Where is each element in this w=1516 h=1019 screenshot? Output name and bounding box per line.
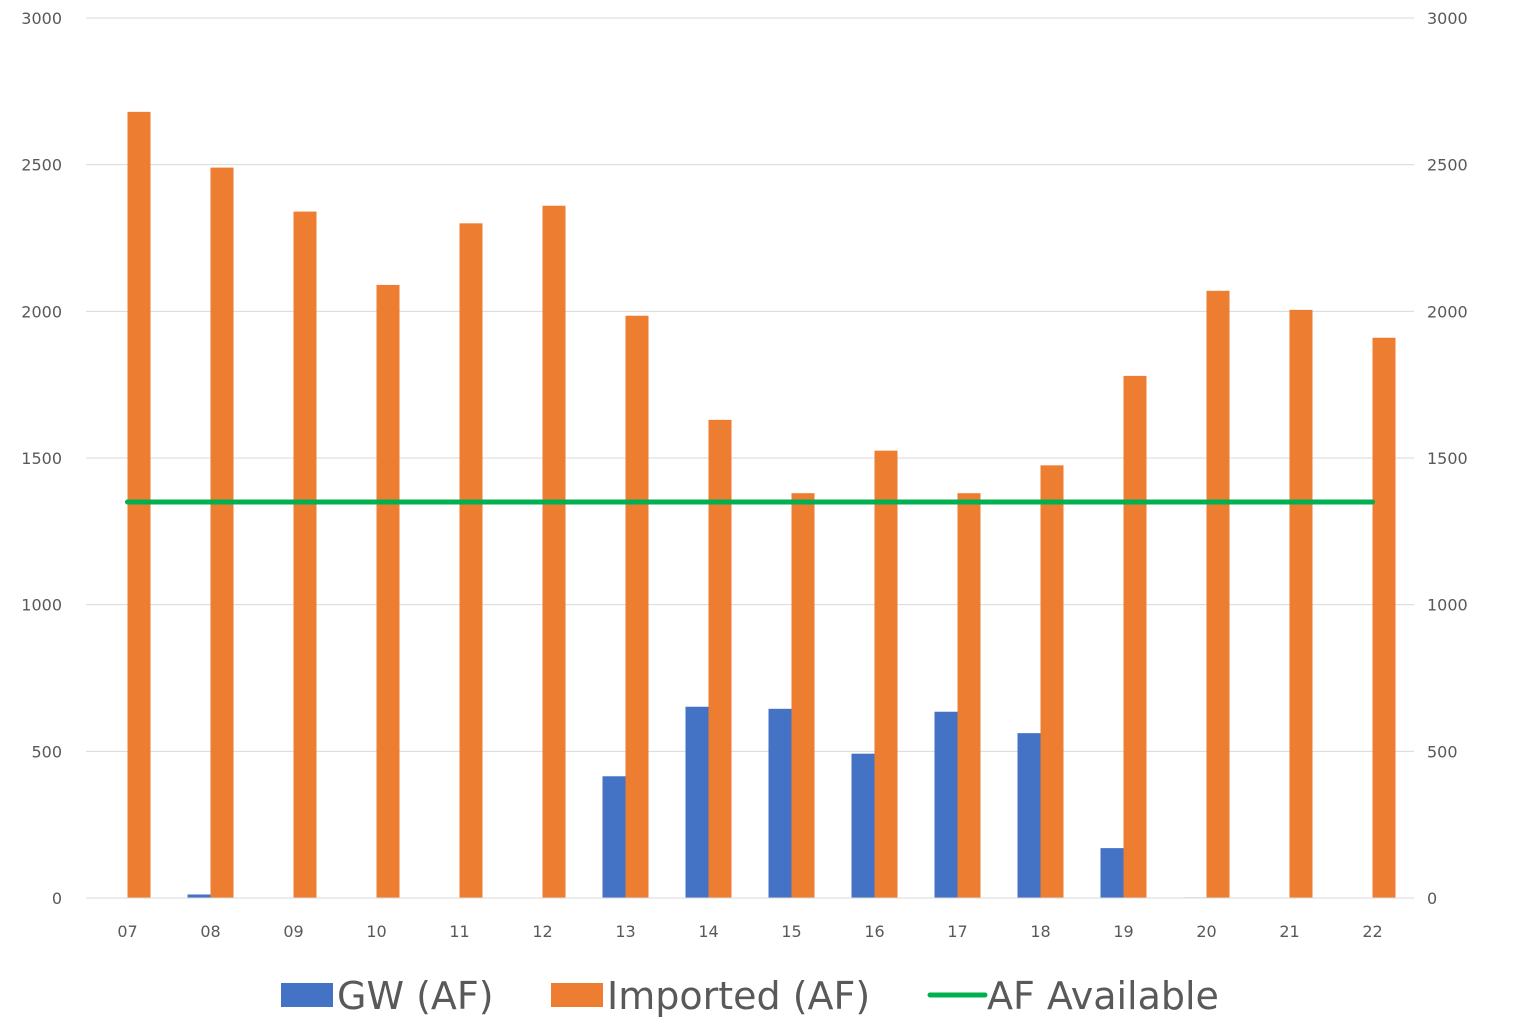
bar-imported-15 [791,493,815,898]
y-tick-label-left: 1500 [21,449,62,468]
y-tick-label-left: 500 [31,742,62,761]
legend-item: GW (AF) [281,974,494,1018]
x-tick-label: 14 [698,922,718,941]
bar-imported-20 [1206,290,1230,898]
y-axis-left: 0 500 1000 1500 2000 2500 3000 [21,9,62,908]
bar-gw-16 [851,753,875,898]
x-tick-label: 19 [1113,922,1133,941]
bar-gw-19 [1100,848,1124,898]
y-tick-label-left: 2000 [21,302,62,321]
y-tick-label-right: 1500 [1427,449,1468,468]
bars [127,111,1396,899]
y-tick-label-right: 2000 [1427,302,1468,321]
bar-imported-22 [1372,337,1396,898]
y-tick-label-left: 0 [52,889,62,908]
x-tick-label: 17 [947,922,967,941]
x-tick-label: 10 [366,922,386,941]
legend-item: AF Available [927,974,1219,1018]
bar-imported-10 [376,284,400,898]
y-tick-label-right: 0 [1427,889,1437,908]
x-tick-label: 09 [283,922,303,941]
bar-imported-11 [459,223,483,899]
x-tick-label: 13 [615,922,635,941]
y-tick-label-right: 3000 [1427,9,1468,28]
bar-imported-14 [708,419,732,898]
legend-item: Imported (AF) [551,974,870,1018]
x-tick-label: 16 [864,922,884,941]
bar-imported-16 [874,450,898,898]
bar-imported-12 [542,205,566,898]
y-tick-label-right: 1000 [1427,596,1468,615]
x-tick-label: 22 [1362,922,1382,941]
bar-gw-18 [1017,733,1041,898]
legend-swatch [281,983,333,1007]
legend: GW (AF) Imported (AF) AF Available [281,974,1219,1018]
y-axis-right: 0 500 1000 1500 2000 2500 3000 [1427,9,1468,908]
bar-imported-08 [210,167,234,899]
y-tick-label-left: 1000 [21,596,62,615]
legend-label: GW (AF) [337,974,494,1018]
x-axis: 07 08 09 10 11 12 13 14 15 16 17 18 19 20 21 22 [86,897,1414,941]
x-tick-label: 20 [1196,922,1216,941]
bar-imported-19 [1123,375,1147,898]
bar-imported-13 [625,315,649,898]
x-tick-label: 08 [200,922,220,941]
bar-gw-17 [934,711,958,898]
bar-gw-14 [685,706,709,898]
x-tick-label: 15 [781,922,801,941]
bar-imported-09 [293,211,317,899]
bar-imported-17 [957,493,981,898]
legend-label: Imported (AF) [607,974,870,1018]
bar-imported-18 [1040,465,1064,898]
bar-gw-13 [602,776,626,898]
x-tick-label: 21 [1279,922,1299,941]
legend-swatch [551,983,603,1007]
y-tick-label-right: 2500 [1427,156,1468,175]
legend-label: AF Available [987,974,1219,1018]
y-tick-label-left: 3000 [21,9,62,28]
x-tick-label: 11 [449,922,469,941]
bar-imported-21 [1289,309,1313,898]
x-tick-label: 18 [1030,922,1050,941]
bar-gw-08 [187,894,211,898]
y-tick-label-left: 2500 [21,156,62,175]
x-tick-label: 07 [117,922,137,941]
bar-gw-15 [768,708,792,898]
bar-imported-07 [127,111,151,898]
x-tick-label: 12 [532,922,552,941]
y-tick-label-right: 500 [1427,742,1458,761]
